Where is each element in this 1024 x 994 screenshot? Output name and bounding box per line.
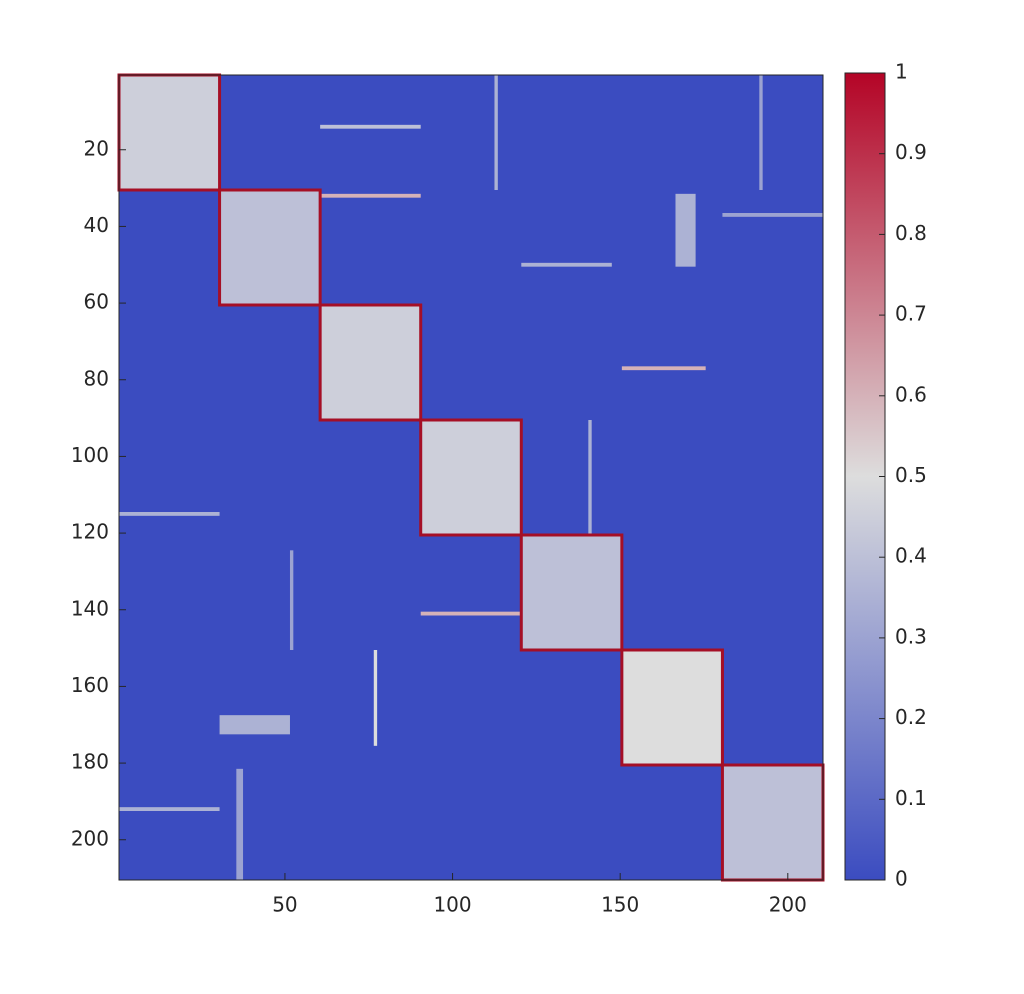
colorbar-tick-label: 0.8 <box>895 221 927 245</box>
x-tick-label: 50 <box>272 893 297 917</box>
block-cell <box>521 535 622 650</box>
colorbar <box>844 72 886 881</box>
colorbar-tick-label: 0.4 <box>895 544 927 568</box>
block-outline <box>519 533 624 652</box>
cell-patch <box>420 611 522 616</box>
block-cell <box>420 420 522 535</box>
cell-patch <box>289 550 294 650</box>
block-outline <box>318 303 423 422</box>
colorbar-tick-label: 0.1 <box>895 786 927 810</box>
y-tick-label: 40 <box>84 213 109 237</box>
block-cell <box>119 75 220 190</box>
block-outline <box>620 648 724 767</box>
colorbar-tick-label: 0.6 <box>895 382 927 406</box>
y-tick-label: 20 <box>84 136 109 160</box>
cell-patch <box>119 512 220 516</box>
y-tick-label: 60 <box>84 290 109 314</box>
y-tick-label: 160 <box>71 673 109 697</box>
colorbar-tick-label: 0.9 <box>895 140 927 164</box>
x-tick-label: 150 <box>601 893 639 917</box>
block-outline <box>218 188 322 307</box>
cell-patch <box>373 650 378 746</box>
y-tick-label: 80 <box>84 366 109 390</box>
cell-patch <box>219 715 290 735</box>
y-tick-label: 120 <box>71 520 109 544</box>
cell-patch <box>119 807 220 811</box>
x-tick-label: 200 <box>769 893 807 917</box>
colorbar-tick-label: 0.5 <box>895 463 927 487</box>
cell-patch <box>320 193 421 198</box>
block-cell <box>722 765 823 880</box>
block-outline <box>419 418 523 537</box>
cell-patch <box>588 420 592 535</box>
cell-patch <box>621 366 706 371</box>
cell-patch <box>521 262 612 267</box>
plot-frame <box>118 74 824 881</box>
y-tick-label: 140 <box>71 596 109 620</box>
cell-patch <box>494 75 498 190</box>
y-tick-label: 100 <box>71 443 109 467</box>
colorbar-tick-label: 1 <box>895 60 908 84</box>
block-cell <box>320 305 421 420</box>
y-tick-label: 200 <box>71 826 109 850</box>
colorbar-tick-label: 0.3 <box>895 624 927 648</box>
cell-patch <box>722 213 823 217</box>
cell-patch <box>759 75 763 190</box>
cell-patch <box>236 768 244 880</box>
colorbar-tick-label: 0 <box>895 867 908 891</box>
cell-patch <box>320 124 421 129</box>
x-tick-label: 100 <box>433 893 471 917</box>
colorbar-tick-label: 0.7 <box>895 302 927 326</box>
colorbar-tick-label: 0.2 <box>895 705 927 729</box>
block-cell <box>621 650 723 765</box>
cell-patch <box>675 193 696 267</box>
block-cell <box>219 190 321 305</box>
y-tick-label: 180 <box>71 750 109 774</box>
